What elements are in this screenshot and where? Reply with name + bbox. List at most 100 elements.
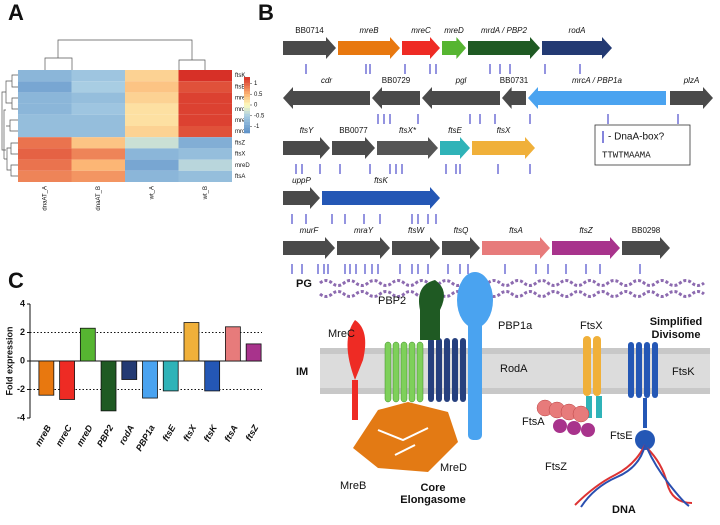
gene-arrow	[338, 37, 400, 59]
x-tick-label: mreB	[33, 423, 53, 448]
gene-label: uppP	[292, 176, 311, 185]
row-label: mreB	[235, 118, 249, 124]
colorbar-segment	[244, 116, 250, 120]
label: PBP2	[378, 295, 406, 307]
panel-label: A	[8, 0, 24, 25]
bar	[59, 360, 75, 400]
label: PBP1a	[498, 320, 533, 332]
heatmap-cell	[71, 126, 125, 138]
x-tick-label: ftsX	[181, 422, 199, 443]
colorbar-segment	[244, 102, 250, 106]
heatmap-cell	[125, 81, 179, 93]
label: IM	[296, 366, 308, 378]
gene-arrow	[552, 237, 620, 259]
gene-label: ftsW	[408, 226, 425, 235]
gene-label: mrcA / PBP1a	[572, 76, 622, 85]
heatmap-cell	[178, 148, 232, 160]
bar	[38, 360, 55, 396]
gene-arrow	[468, 37, 540, 59]
heatmap-cell	[178, 170, 232, 182]
gene-label: BB0298	[632, 226, 661, 235]
heatmap-cell	[178, 92, 232, 104]
x-tick-label: rodA	[117, 423, 136, 446]
y-axis-label: Fold expression	[4, 326, 14, 395]
heatmap-cell	[178, 159, 232, 171]
gene-label: murF	[300, 226, 320, 235]
label: DNA	[612, 504, 636, 516]
gene-arrow	[442, 237, 480, 259]
colorbar-tick-label: 0	[254, 103, 258, 109]
colorbar-segment	[244, 93, 250, 97]
colorbar-segment	[244, 119, 250, 123]
heatmap-cell	[71, 170, 125, 182]
label: RodA	[500, 363, 528, 375]
x-tick-label: PBP1a	[134, 423, 157, 453]
gene-label: ftsY	[300, 126, 314, 135]
gene-label: ftsE	[448, 126, 462, 135]
legend-text: - DnaA-box?	[608, 132, 665, 143]
heatmap-cell	[125, 114, 179, 126]
panel-label: B	[258, 0, 274, 25]
x-tick-label: mreC	[54, 423, 74, 448]
heatmap-cell	[125, 92, 179, 104]
bar	[121, 360, 138, 380]
x-tick-label: mreD	[74, 423, 94, 448]
bar	[100, 360, 117, 412]
x-tick-label: ftsZ	[244, 423, 261, 443]
heatmap-cell	[125, 137, 179, 149]
panel-label: C	[8, 268, 24, 293]
gene-label: ftsQ	[454, 226, 469, 235]
heatmap-cell	[71, 81, 125, 93]
heatmap-cell	[18, 70, 72, 82]
label: MreC	[328, 328, 355, 340]
label: FtsK	[672, 366, 695, 378]
colorbar-segment	[244, 113, 250, 117]
colorbar-segment	[244, 77, 250, 81]
heatmap-cell	[125, 159, 179, 171]
heatmap-cell	[125, 148, 179, 160]
y-tick-label: 2	[20, 327, 25, 337]
gene-arrow	[440, 137, 470, 159]
y-tick-label: 0	[20, 355, 25, 365]
gene-arrow	[542, 37, 612, 59]
gene-arrow	[283, 87, 370, 109]
colorbar-segment	[244, 79, 250, 83]
colorbar-segment	[244, 110, 250, 114]
gene-arrow	[283, 187, 320, 209]
gene-arrow	[442, 37, 466, 59]
colorbar-tick-label: -1	[254, 124, 260, 130]
heatmap-cell	[18, 81, 72, 93]
x-tick-label: ftsA	[222, 423, 239, 443]
colorbar-segment	[244, 85, 250, 89]
bar	[142, 360, 158, 399]
heatmap-cell	[18, 159, 72, 171]
colorbar-segment	[244, 130, 250, 134]
label: Core	[420, 482, 445, 494]
colorbar-tick-label: -0.5	[254, 113, 265, 119]
label: MreB	[340, 480, 366, 492]
colorbar-segment	[244, 82, 250, 86]
gene-label: rodA	[569, 26, 586, 35]
gene-label: mreC	[411, 26, 431, 35]
row-label: mreC	[235, 96, 250, 102]
heatmap-cell	[71, 159, 125, 171]
bar	[162, 360, 179, 392]
row-label: ftsX	[235, 152, 245, 158]
gene-arrow	[372, 87, 420, 109]
gene-arrow	[670, 87, 713, 109]
gene-arrow	[332, 137, 375, 159]
row-label: mrdA	[235, 107, 249, 113]
heatmap-cell	[178, 103, 232, 115]
gene-label: mreB	[359, 26, 379, 35]
row-label: ftsK	[235, 73, 245, 79]
gene-arrow	[422, 87, 500, 109]
diagram-labels: PG IM PBP2 MreC PBP1a RodA MreB MreD Cor…	[296, 278, 702, 516]
membrane-diagram	[319, 272, 710, 508]
label: FtsZ	[545, 461, 567, 473]
gene-arrow	[377, 137, 438, 159]
colorbar-segment	[244, 91, 250, 95]
gene-arrow	[283, 237, 335, 259]
gene-arrow	[502, 87, 526, 109]
heatmap-cell	[71, 114, 125, 126]
